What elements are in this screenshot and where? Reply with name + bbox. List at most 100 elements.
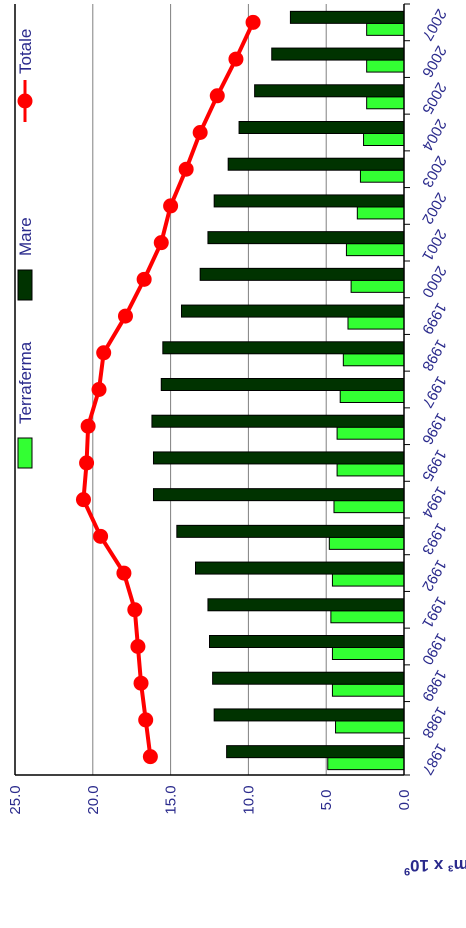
category-tick-label: 1990: [418, 630, 449, 667]
bar-terraferma: [327, 757, 405, 771]
bar-terraferma: [350, 279, 405, 293]
bar-terraferma: [336, 426, 405, 440]
category-tick-label: 2000: [418, 263, 449, 300]
point-totale: [133, 675, 149, 691]
category-tick-label: 1987: [418, 740, 449, 777]
bar-mare: [213, 708, 405, 722]
bar-terraferma: [335, 720, 405, 734]
bar-mare: [213, 194, 405, 208]
bar-terraferma: [331, 647, 405, 660]
category-tick-label: 1992: [418, 557, 449, 594]
point-totale: [192, 125, 208, 140]
point-totale: [136, 271, 152, 287]
bar-mare: [238, 121, 405, 134]
bar-mare: [152, 451, 405, 465]
bar-mare: [209, 635, 405, 648]
legend-marker-totale: [17, 93, 33, 109]
category-tick-label: 1995: [418, 446, 449, 483]
point-totale: [93, 528, 109, 544]
category-tick-label: 1999: [418, 300, 449, 337]
bar-mare: [160, 378, 405, 391]
bar-terraferma: [366, 59, 405, 73]
bar-terraferma: [363, 133, 405, 146]
legend-label-terraferma: Terraferma: [16, 341, 35, 424]
y-axis-label: Sm³ x 109: [404, 856, 466, 877]
bar-mare: [180, 304, 405, 318]
legend-swatch-terraferma: [17, 437, 33, 469]
bar-terraferma: [331, 683, 405, 697]
bar-terraferma: [359, 169, 405, 183]
point-totale: [80, 418, 96, 434]
bar-terraferma: [347, 316, 405, 330]
category-tick-label: 2006: [418, 43, 449, 80]
bar-mare: [227, 157, 405, 171]
value-tick-label: 20.0: [85, 785, 102, 814]
legend-swatch-mare: [17, 269, 33, 301]
bar-mare: [289, 10, 405, 24]
bar-mare: [207, 598, 405, 612]
value-tick-label: 5.0: [318, 790, 335, 811]
bar-mare: [212, 671, 405, 685]
category-tick-label: 2005: [418, 79, 449, 116]
category-tick-label: 1996: [418, 410, 449, 447]
bar-mare: [176, 524, 405, 538]
point-totale: [142, 749, 158, 765]
bar-mare: [194, 561, 405, 575]
category-tick-label: 1989: [418, 667, 449, 704]
bar-terraferma: [330, 610, 405, 624]
legend: Terraferma Mare Totale: [16, 29, 35, 469]
point-totale: [138, 712, 154, 728]
point-totale: [130, 639, 146, 654]
bar-terraferma: [336, 463, 405, 477]
bar-mare: [152, 488, 405, 502]
category-tick-label: 2001: [418, 226, 449, 263]
bar-terraferma: [366, 22, 405, 36]
bar-terraferma: [356, 206, 405, 220]
point-totale: [209, 88, 225, 104]
bar-mare: [271, 47, 405, 61]
bar-terraferma: [339, 390, 405, 403]
y-axis-label-exponent: 9: [404, 865, 410, 877]
bar-mare: [254, 84, 405, 98]
category-tick-label: 2007: [418, 6, 449, 43]
point-totale: [127, 602, 143, 618]
point-totale: [75, 492, 91, 508]
category-tick-label: 1997: [418, 373, 449, 410]
bar-mare: [199, 267, 405, 281]
line-layer: [75, 14, 261, 765]
value-tick-label: 0.0: [396, 790, 413, 811]
bar-mare: [151, 414, 405, 428]
category-tick-label: 1988: [418, 703, 449, 740]
point-totale: [163, 198, 179, 214]
bar-mare: [162, 341, 405, 355]
svg-text:Sm³ x 109: Sm³ x 109: [404, 856, 466, 877]
category-tick-label: 1998: [418, 336, 449, 373]
point-totale: [245, 14, 261, 30]
point-totale: [91, 382, 107, 397]
bar-mare: [207, 231, 405, 245]
category-tick-label: 2003: [418, 153, 449, 190]
category-tick-label: 1991: [418, 593, 449, 630]
value-tick-label: 10.0: [240, 785, 257, 814]
category-tick-label: 2002: [418, 189, 449, 226]
legend-label-totale: Totale: [16, 29, 35, 74]
point-totale: [96, 345, 112, 361]
bar-terraferma: [331, 573, 405, 587]
category-tick-label: 1994: [418, 483, 449, 520]
y-axis-label-main: Sm³ x 10: [410, 856, 466, 875]
category-tick-label: 2004: [418, 116, 449, 153]
point-totale: [178, 161, 194, 177]
bar-terraferma: [333, 500, 405, 514]
point-totale: [228, 51, 244, 67]
bar-terraferma: [342, 353, 405, 367]
bar-terraferma: [366, 96, 405, 110]
point-totale: [79, 455, 95, 471]
point-totale: [116, 565, 132, 581]
point-totale: [153, 235, 169, 251]
bar-terraferma: [345, 243, 405, 257]
legend-label-mare: Mare: [16, 217, 35, 256]
value-tick-label: 15.0: [163, 785, 180, 814]
category-tick-label: 1993: [418, 520, 449, 557]
point-totale: [117, 308, 133, 324]
